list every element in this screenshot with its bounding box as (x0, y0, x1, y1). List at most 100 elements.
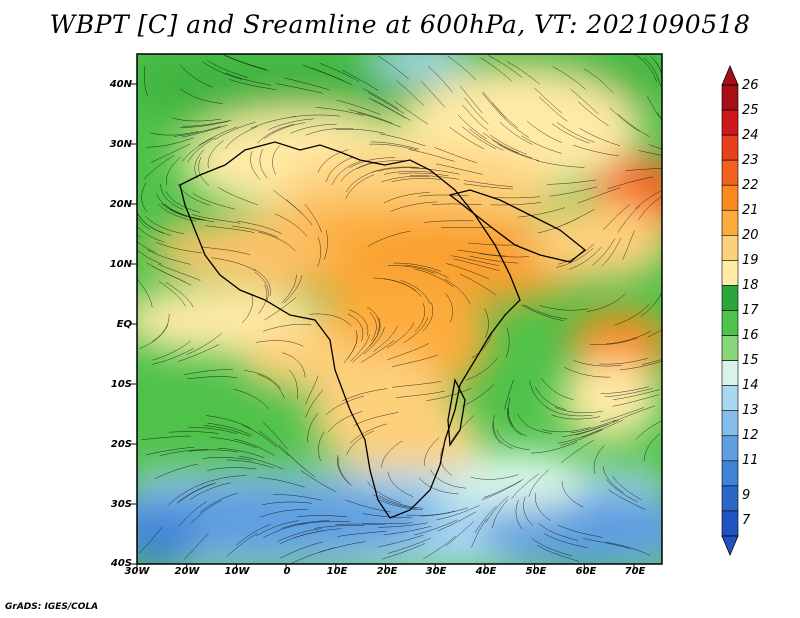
streamline (300, 470, 337, 493)
streamline (226, 459, 274, 469)
streamline (187, 137, 216, 163)
streamline (263, 324, 312, 332)
streamline (332, 160, 361, 186)
streamline (386, 322, 415, 349)
streamline (528, 469, 549, 498)
streamline (526, 121, 562, 143)
streamline (348, 109, 393, 124)
streamline (281, 274, 297, 304)
lon-label: 50E (525, 566, 547, 577)
streamline (482, 91, 507, 119)
streamline (614, 303, 650, 326)
colorbar-swatch (721, 510, 739, 537)
streamline (381, 176, 430, 183)
streamline (363, 327, 385, 355)
streamline (352, 336, 377, 363)
streamline (484, 308, 489, 339)
streamline (406, 510, 456, 516)
streamline (648, 144, 662, 150)
colorbar-label: 16 (742, 328, 759, 343)
streamline (561, 439, 594, 464)
streamline (496, 429, 530, 451)
streamline (556, 247, 594, 268)
streamline (499, 121, 533, 145)
streamline (572, 144, 620, 157)
streamline (181, 125, 228, 138)
streamline (605, 541, 651, 556)
streamline (297, 515, 348, 518)
streamline (145, 447, 195, 456)
colorbar-label: 12 (742, 428, 759, 443)
streamline (145, 215, 184, 235)
streamline (179, 64, 213, 88)
streamline (492, 102, 519, 129)
streamline (379, 133, 426, 147)
streamline (531, 538, 573, 557)
streamline (546, 407, 593, 417)
streamline (192, 193, 235, 210)
streamline (577, 187, 621, 204)
streamline (317, 236, 322, 267)
streamline (523, 304, 568, 320)
streamline (414, 519, 458, 536)
streamline (177, 483, 215, 504)
streamline (327, 411, 363, 433)
streamline (190, 482, 231, 500)
streamline (457, 249, 507, 257)
streamline (451, 255, 499, 266)
streamline (156, 193, 188, 217)
colorbar-swatch (721, 385, 739, 412)
streamline (612, 389, 660, 400)
streamline (182, 119, 232, 127)
streamline (323, 230, 328, 260)
streamline (602, 466, 624, 494)
streamline (424, 220, 475, 223)
streamline (436, 504, 480, 521)
streamline (492, 414, 502, 444)
streamline (471, 331, 493, 359)
streamline (357, 160, 405, 169)
streamline (273, 494, 322, 501)
streamline (556, 122, 595, 143)
streamline (387, 472, 414, 498)
streamline (305, 375, 319, 405)
streamline (483, 479, 524, 498)
streamline (309, 313, 352, 327)
streamline (617, 113, 650, 137)
streamline (224, 126, 258, 150)
streamline (423, 535, 456, 560)
colorbar-swatch (721, 285, 739, 311)
streamline (345, 170, 379, 193)
streamline (387, 537, 431, 554)
streamline (437, 511, 476, 532)
streamline (275, 83, 324, 94)
streamline (138, 526, 163, 554)
streamline (179, 121, 229, 128)
streamline (492, 139, 532, 159)
streamline (242, 425, 278, 448)
streamline (137, 278, 153, 308)
streamline (137, 249, 163, 265)
streamline (224, 55, 268, 71)
streamline (300, 521, 351, 525)
streamline (398, 172, 449, 177)
streamline (479, 253, 529, 258)
streamline (370, 141, 419, 150)
streamline (538, 522, 579, 541)
streamline (278, 444, 307, 471)
streamline (392, 381, 442, 388)
streamline (178, 482, 216, 503)
colorbar-swatch (721, 460, 739, 487)
streamline (231, 225, 278, 238)
streamline (262, 422, 288, 449)
streamline (449, 126, 485, 150)
streamline (255, 340, 304, 347)
streamline (523, 496, 533, 526)
colorbar-label: 22 (742, 178, 759, 193)
streamline (241, 294, 253, 324)
streamline (382, 543, 425, 560)
streamline (376, 498, 423, 511)
streamline (262, 501, 312, 506)
streamline (403, 316, 429, 343)
streamline (444, 278, 471, 305)
